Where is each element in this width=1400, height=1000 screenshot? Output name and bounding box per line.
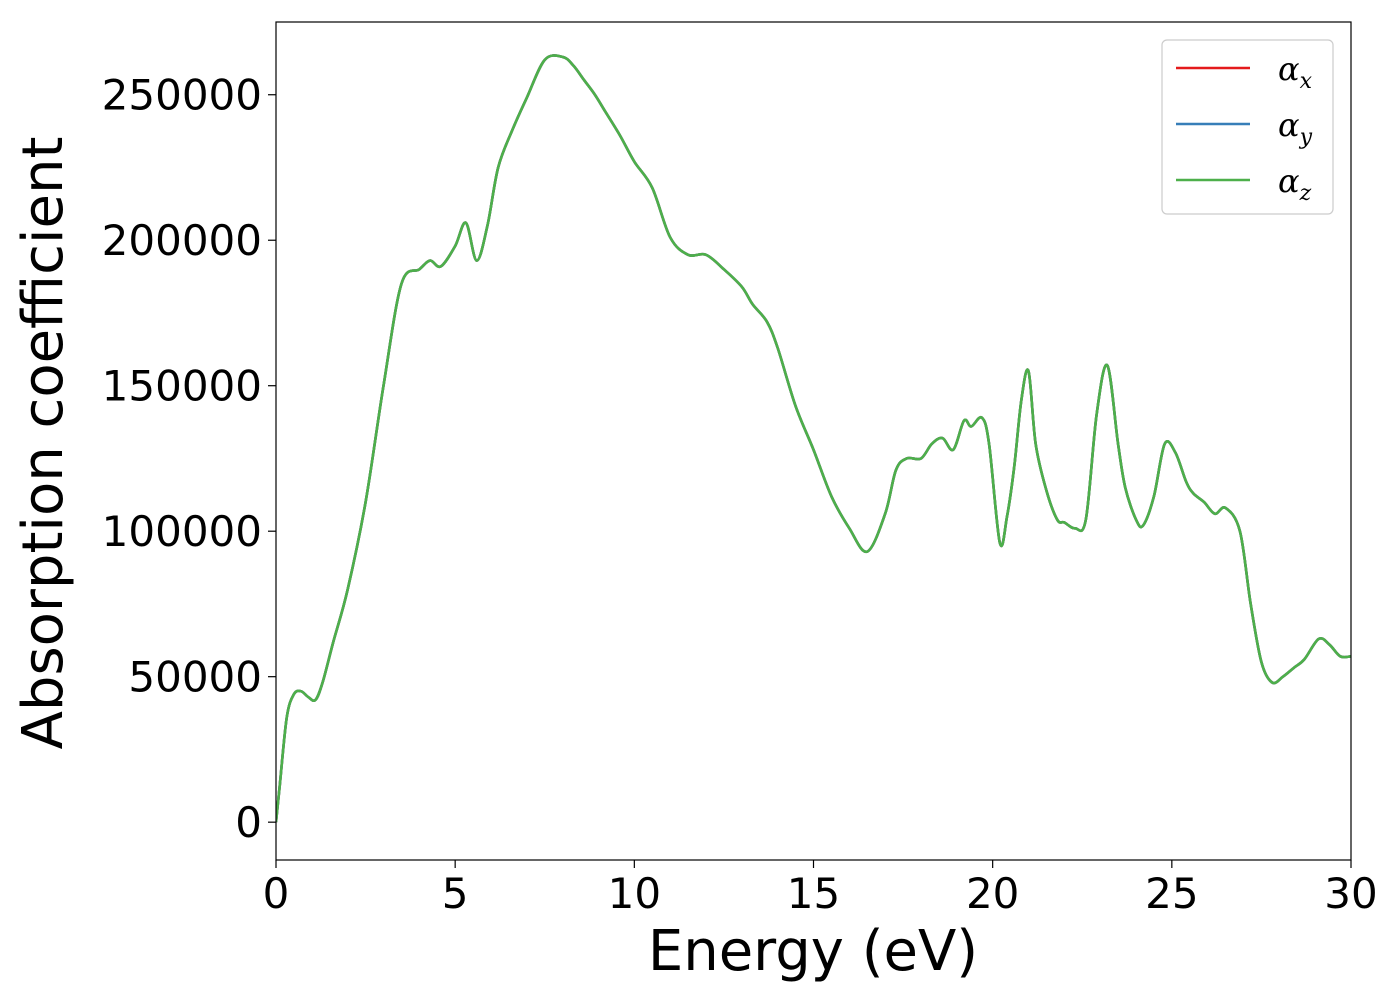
legend-label-1: αx: [1278, 50, 1313, 94]
legend-label-base: α: [1278, 162, 1300, 200]
legend-label-subscript: y: [1299, 125, 1313, 150]
x-tick-label: 0: [263, 869, 290, 918]
x-tick-label: 25: [1145, 869, 1198, 918]
axes: 0 5 10 15 20 25 30 0 50000 100000 150000 200000 2500…: [102, 21, 1378, 918]
y-axis-label: Absorption coefficient: [11, 137, 76, 750]
x-axis-label: Energy (eV): [648, 919, 978, 984]
x-tick-label: 30: [1324, 869, 1377, 918]
legend-label-base: α: [1278, 50, 1300, 88]
y-tick-label: 200000: [102, 216, 262, 265]
legend-label-3: αz: [1278, 162, 1312, 206]
y-tick-label: 250000: [102, 71, 262, 120]
plot-area: [276, 54, 1351, 823]
y-tick-label: 0: [235, 798, 262, 847]
x-tick-label: 5: [442, 869, 469, 918]
x-tick-label: 20: [966, 869, 1019, 918]
series-line-3: [276, 54, 1351, 823]
legend-label-subscript: z: [1299, 181, 1312, 206]
x-tick-label: 10: [608, 869, 661, 918]
legend-label-2: αy: [1278, 106, 1313, 150]
legend-label-base: α: [1278, 106, 1300, 144]
legend-label-subscript: x: [1300, 69, 1313, 94]
y-tick-label: 100000: [102, 507, 262, 556]
y-tick-label: 150000: [102, 362, 262, 411]
legend-box: [1161, 39, 1334, 215]
y-tick-label: 50000: [128, 653, 262, 702]
x-tick-label: 15: [787, 869, 840, 918]
